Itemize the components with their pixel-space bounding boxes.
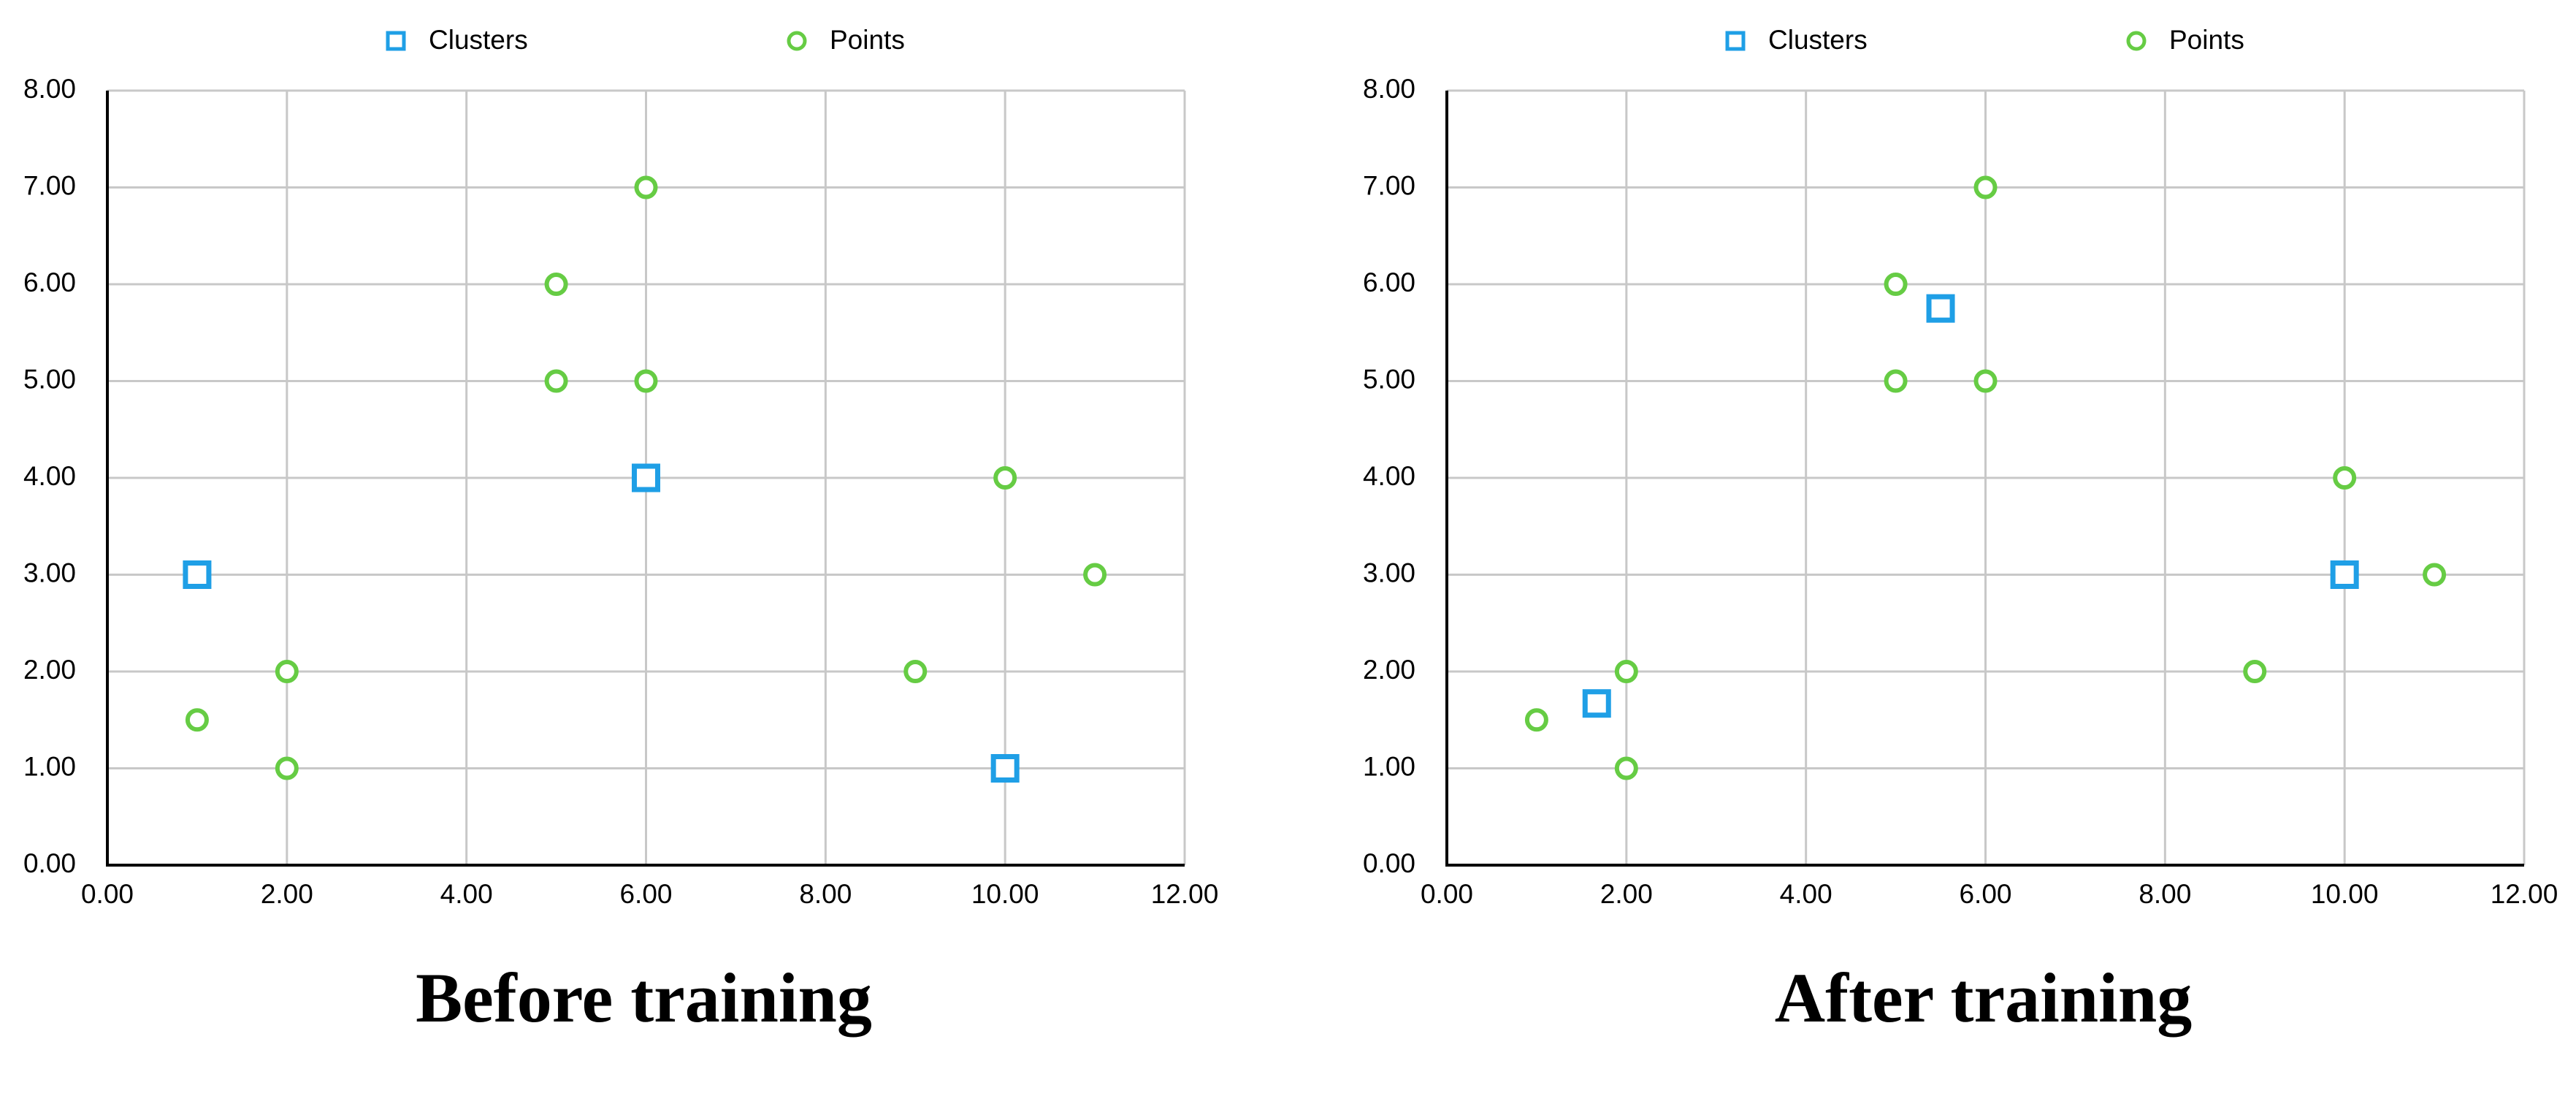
point-marker: [544, 369, 568, 393]
point-marker: [2126, 31, 2147, 51]
y-tick-label: 5.00: [23, 364, 76, 394]
cluster-marker: [990, 754, 1020, 783]
y-tick-label: 0.00: [1363, 848, 1415, 878]
x-tick-label: 12.00: [2491, 879, 2558, 909]
y-tick-label: 1.00: [1363, 751, 1415, 781]
y-tick-label: 3.00: [23, 558, 76, 587]
point-marker: [1884, 369, 1908, 393]
cluster-marker: [386, 31, 406, 51]
y-tick-label: 8.00: [1363, 74, 1415, 104]
y-tick-label: 7.00: [1363, 170, 1415, 200]
y-tick-label: 4.00: [1363, 461, 1415, 491]
y-tick-label: 1.00: [23, 751, 76, 781]
chart-title: Before training: [416, 959, 872, 1037]
point-marker: [1083, 563, 1107, 587]
point-marker: [185, 708, 209, 732]
x-tick-label: 0.00: [1421, 879, 1473, 909]
y-tick-label: 8.00: [23, 74, 76, 104]
legend-label: Points: [2169, 25, 2244, 55]
point-marker: [903, 660, 928, 683]
y-tick-label: 6.00: [1363, 267, 1415, 297]
y-tick-label: 2.00: [23, 655, 76, 685]
x-tick-label: 8.00: [2139, 879, 2191, 909]
cluster-marker: [2330, 560, 2359, 589]
point-marker: [1614, 756, 1638, 780]
x-tick-label: 6.00: [1959, 879, 2011, 909]
point-marker: [275, 660, 299, 683]
cluster-marker: [632, 463, 660, 492]
x-tick-label: 10.00: [971, 879, 1039, 909]
point-marker: [2423, 563, 2447, 587]
x-tick-label: 12.00: [1151, 879, 1219, 909]
legend-label: Clusters: [429, 25, 528, 55]
y-tick-label: 7.00: [23, 170, 76, 200]
cluster-marker: [1926, 294, 1955, 323]
point-marker: [275, 756, 299, 780]
y-tick-label: 2.00: [1363, 655, 1415, 685]
point-marker: [634, 369, 658, 393]
x-tick-label: 2.00: [1600, 879, 1653, 909]
legend-label: Clusters: [1768, 25, 1868, 55]
cluster-marker: [1582, 689, 1611, 718]
point-marker: [787, 31, 807, 51]
point-marker: [1884, 273, 1908, 296]
point-marker: [1973, 175, 1998, 199]
y-tick-label: 3.00: [1363, 558, 1415, 587]
point-marker: [544, 273, 568, 296]
x-tick-label: 2.00: [261, 879, 313, 909]
chart-title: After training: [1775, 959, 2192, 1037]
point-marker: [1973, 369, 1998, 393]
x-tick-label: 4.00: [440, 879, 493, 909]
y-tick-label: 5.00: [1363, 364, 1415, 394]
y-tick-label: 0.00: [23, 848, 76, 878]
point-marker: [634, 175, 658, 199]
cluster-marker: [183, 560, 212, 589]
y-tick-label: 6.00: [23, 267, 76, 297]
y-tick-label: 4.00: [23, 461, 76, 491]
x-tick-label: 0.00: [81, 879, 134, 909]
cluster-marker: [1725, 31, 1746, 51]
point-marker: [993, 466, 1017, 490]
x-tick-label: 6.00: [619, 879, 672, 909]
x-tick-label: 8.00: [799, 879, 852, 909]
x-tick-label: 4.00: [1780, 879, 1832, 909]
x-tick-label: 10.00: [2311, 879, 2379, 909]
point-marker: [2243, 660, 2267, 683]
point-marker: [1524, 708, 1548, 732]
point-marker: [1614, 660, 1638, 683]
legend-label: Points: [830, 25, 905, 55]
point-marker: [2333, 466, 2357, 490]
